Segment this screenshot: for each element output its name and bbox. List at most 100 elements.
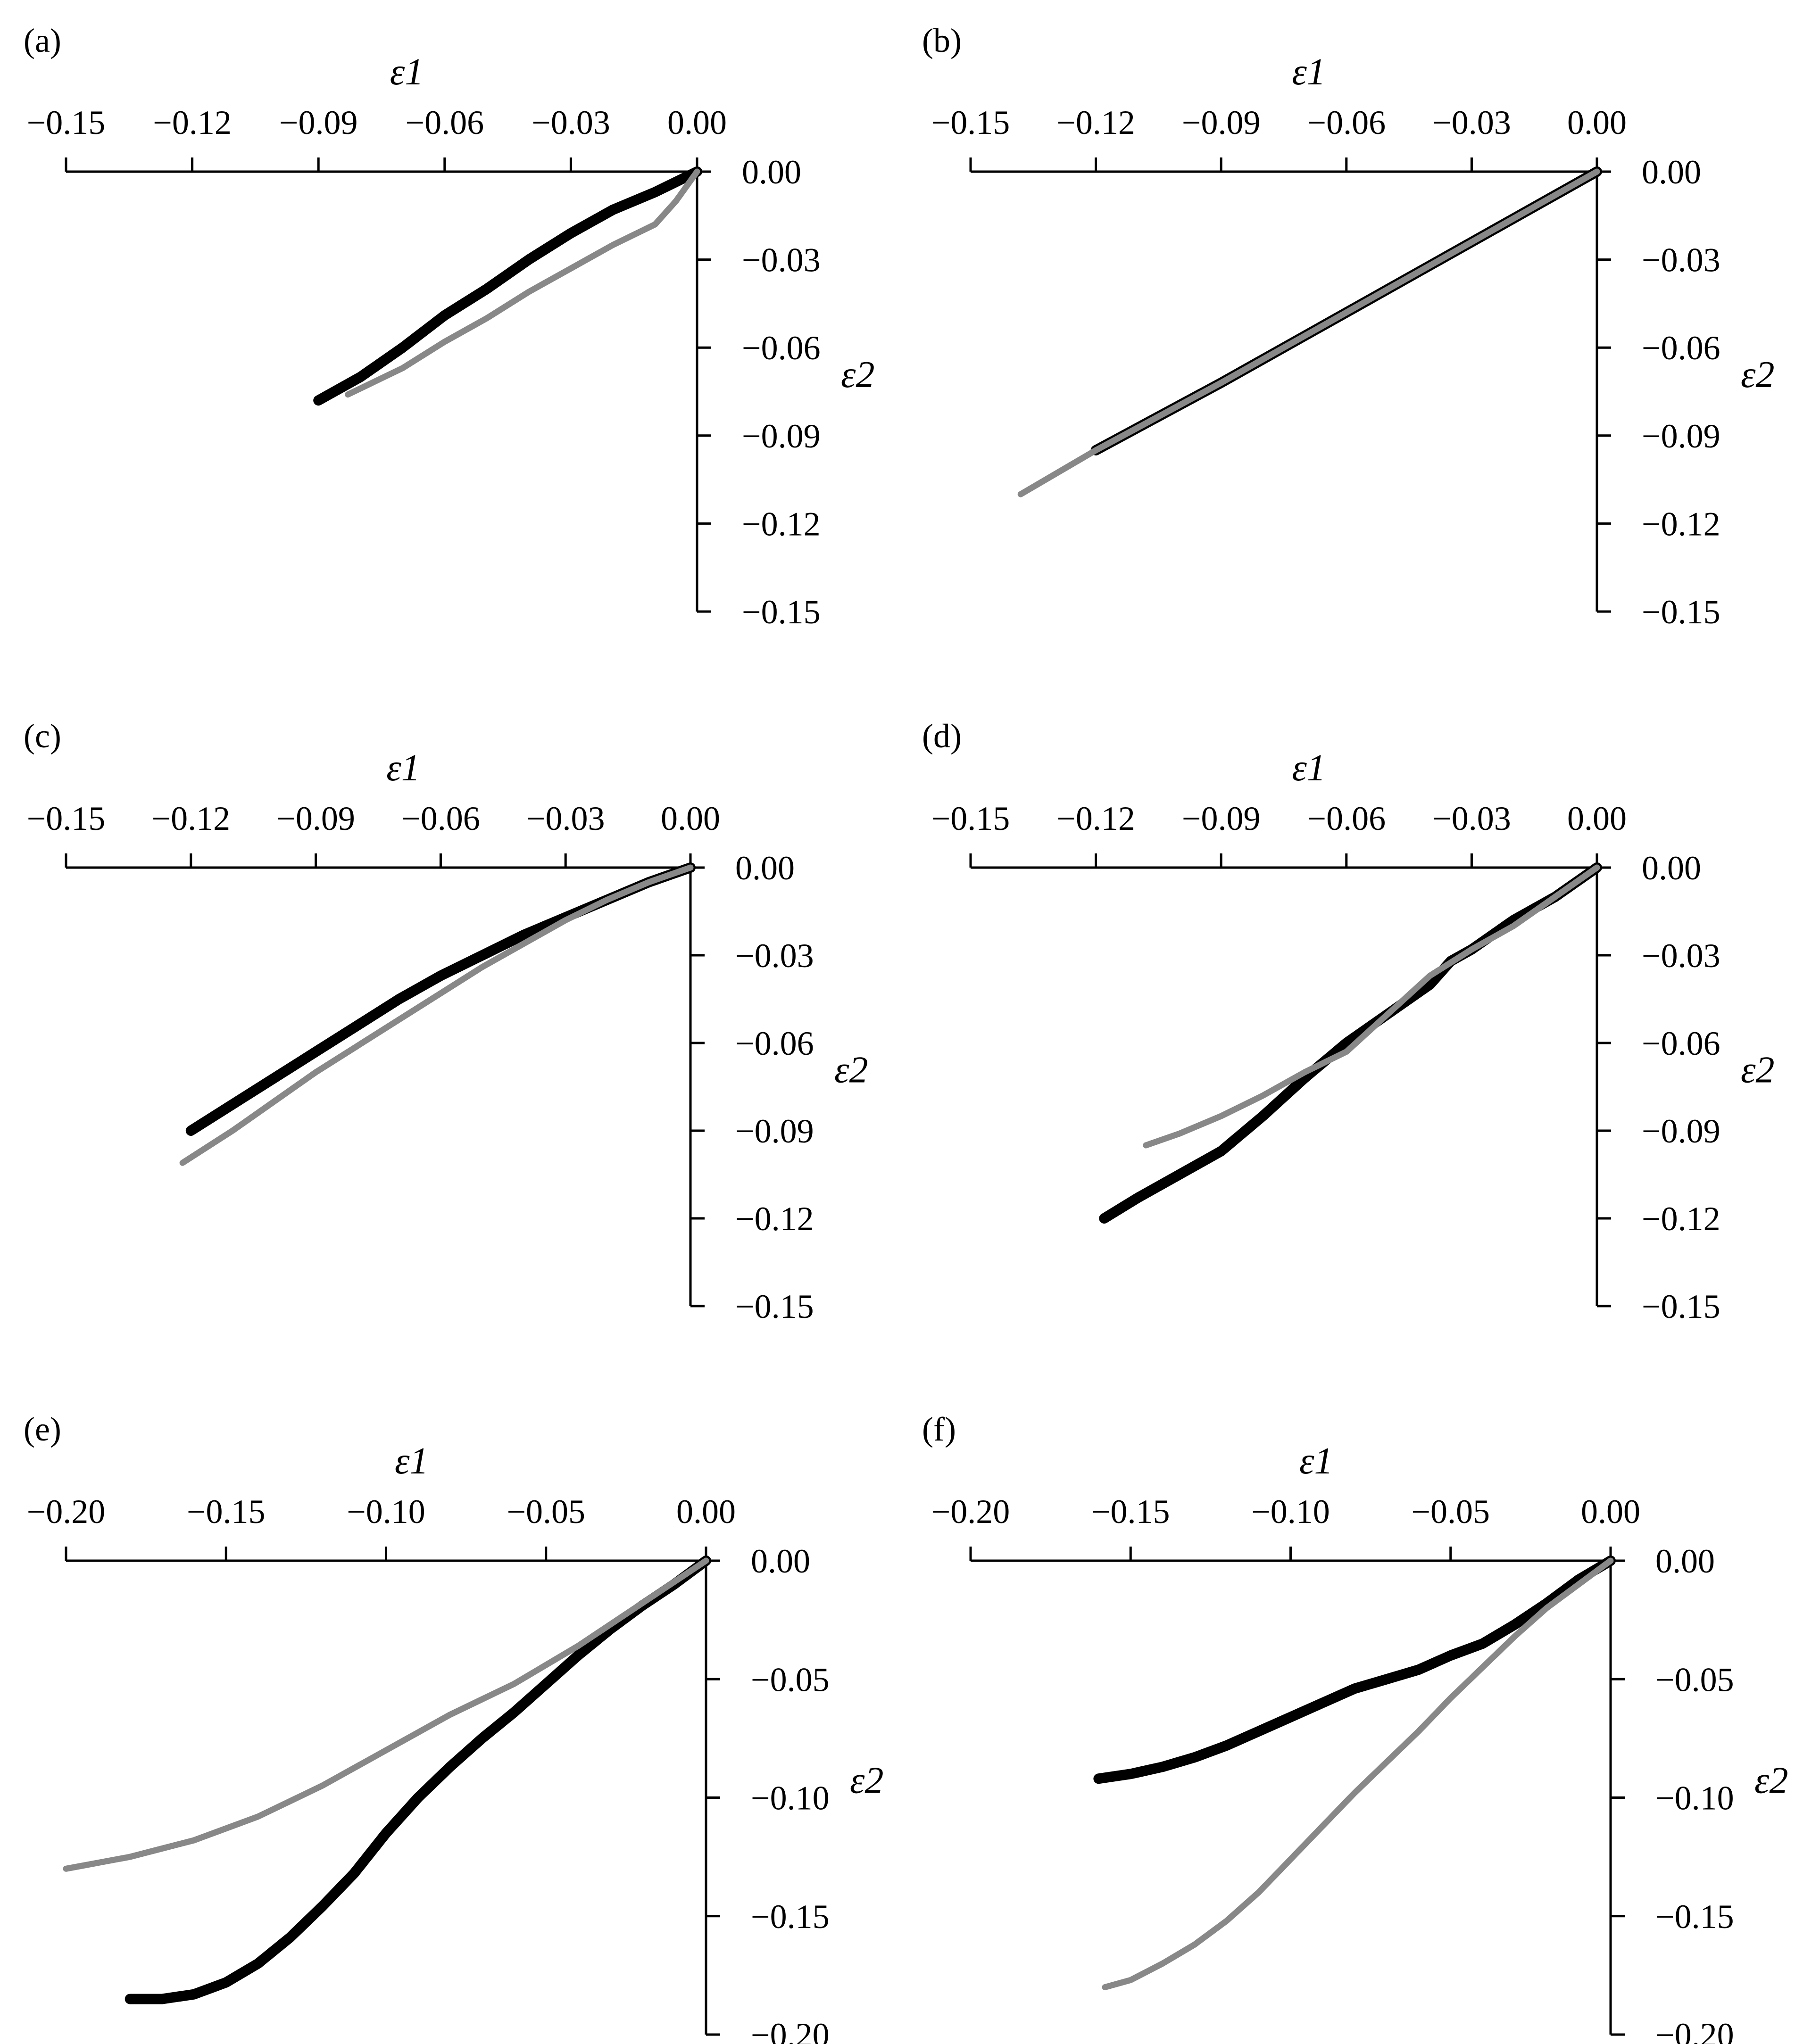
- y-axis-title: ε2: [1741, 1050, 1775, 1091]
- y-tick-label: −0.10: [751, 1779, 830, 1817]
- x-axis-title: ε1: [386, 747, 420, 789]
- y-tick-label: −0.15: [1642, 593, 1720, 631]
- y-tick-label: 0.00: [751, 1542, 810, 1580]
- y-tick-label: −0.06: [735, 1025, 814, 1062]
- chart-panel-4: (d) −0.15 −0.12 −0.09 −0.06 −0.03 0.00 0.00 −0.0…: [922, 717, 1775, 1325]
- x-axis-title: ε1: [1292, 747, 1326, 789]
- x-tick-label: −0.09: [1182, 800, 1261, 837]
- y-tick-label: 0.00: [1642, 153, 1701, 191]
- y-tick-label: −0.15: [1642, 1288, 1720, 1325]
- chart-panel-1: (a) −0.15 −0.12 −0.09 −0.06 −0.03 0.00 0.00 −0.0…: [24, 22, 875, 631]
- panel-label: (d): [922, 717, 962, 755]
- series-line-gray: [63, 1557, 709, 1872]
- series-line-black: [185, 862, 696, 1136]
- x-tick-label: −0.03: [1432, 800, 1511, 837]
- series-line-gray: [345, 168, 700, 398]
- x-tick-label: −0.12: [1056, 800, 1135, 837]
- x-tick-label: −0.15: [1091, 1493, 1170, 1531]
- y-tick-label: −0.06: [1642, 1025, 1720, 1062]
- series-line-black: [1093, 1556, 1616, 1784]
- x-tick-label: 0.00: [1567, 800, 1627, 837]
- x-tick-label: −0.15: [931, 104, 1010, 141]
- y-tick-label: −0.09: [1642, 417, 1720, 455]
- series-line-black: [313, 166, 702, 406]
- x-tick-label: −0.03: [1432, 104, 1511, 141]
- y-tick-label: −0.20: [751, 2016, 830, 2044]
- x-tick-label: 0.00: [676, 1493, 736, 1531]
- x-tick-label: −0.03: [532, 104, 610, 141]
- x-tick-label: −0.05: [507, 1493, 585, 1531]
- y-tick-label: −0.06: [1642, 329, 1720, 367]
- chart-panel-5: (e) −0.20 −0.15 −0.10 −0.05 0.00 0.00 −0.05 −0.1…: [24, 1410, 884, 2044]
- y-tick-label: −0.12: [735, 1200, 814, 1238]
- panel-label: (a): [24, 22, 61, 59]
- y-axis-title: ε2: [841, 354, 875, 396]
- y-tick-label: −0.03: [1642, 241, 1720, 279]
- y-tick-label: −0.03: [742, 241, 821, 279]
- series-line-gray: [179, 864, 694, 1166]
- x-axis-title: ε1: [1292, 51, 1326, 93]
- x-tick-label: 0.00: [1581, 1493, 1640, 1531]
- x-tick-label: −0.10: [347, 1493, 425, 1531]
- y-tick-label: −0.20: [1655, 2016, 1734, 2044]
- x-tick-label: −0.15: [27, 800, 106, 837]
- y-tick-label: −0.09: [735, 1112, 814, 1150]
- panel-label: (e): [24, 1410, 61, 1448]
- y-tick-label: −0.05: [1655, 1661, 1734, 1698]
- series-line-gray: [1143, 864, 1600, 1149]
- x-axis-title: ε1: [395, 1440, 429, 1482]
- x-tick-label: −0.20: [27, 1493, 106, 1531]
- x-tick-label: −0.20: [931, 1493, 1010, 1531]
- y-tick-label: −0.15: [1655, 1898, 1734, 1936]
- series-line-black: [125, 1556, 711, 2004]
- y-axis-title: ε2: [1754, 1760, 1788, 1801]
- x-tick-label: −0.15: [931, 800, 1010, 837]
- x-tick-label: −0.03: [526, 800, 605, 837]
- chart-panel-6: (f) −0.20 −0.15 −0.10 −0.05 0.00 0.00 −0.05 −0.1…: [922, 1410, 1788, 2044]
- x-tick-label: −0.06: [1307, 104, 1386, 141]
- x-tick-label: −0.12: [1056, 104, 1135, 141]
- x-axis-title: ε1: [390, 51, 424, 93]
- x-tick-label: −0.06: [401, 800, 480, 837]
- y-tick-label: −0.15: [751, 1898, 830, 1936]
- y-tick-label: −0.15: [742, 593, 821, 631]
- x-tick-label: −0.12: [153, 104, 232, 141]
- x-tick-label: −0.10: [1251, 1493, 1330, 1531]
- y-tick-label: −0.06: [742, 329, 821, 367]
- x-tick-label: −0.15: [187, 1493, 266, 1531]
- x-tick-label: 0.00: [667, 104, 727, 141]
- panel-label: (f): [922, 1410, 956, 1448]
- series-line-gray: [1102, 1557, 1614, 1990]
- x-tick-label: −0.05: [1411, 1493, 1490, 1531]
- x-tick-label: 0.00: [1567, 104, 1627, 141]
- x-tick-label: −0.09: [1182, 104, 1261, 141]
- x-tick-label: −0.06: [405, 104, 484, 141]
- y-tick-label: −0.12: [742, 505, 821, 543]
- y-tick-label: 0.00: [735, 849, 795, 887]
- panel-label: (b): [922, 22, 962, 59]
- y-tick-label: 0.00: [1655, 1542, 1715, 1580]
- y-tick-label: −0.09: [1642, 1112, 1720, 1150]
- chart-panel-2: (b) −0.15 −0.12 −0.09 −0.06 −0.03 0.00 0.00 −0.0…: [922, 22, 1775, 631]
- y-tick-label: 0.00: [742, 153, 801, 191]
- x-tick-label: −0.06: [1307, 800, 1386, 837]
- y-axis-title: ε2: [850, 1760, 884, 1801]
- y-tick-label: −0.10: [1655, 1779, 1734, 1817]
- y-tick-label: −0.09: [742, 417, 821, 455]
- y-tick-label: −0.03: [735, 937, 814, 975]
- y-tick-label: 0.00: [1642, 849, 1701, 887]
- y-tick-label: −0.12: [1642, 1200, 1720, 1238]
- x-tick-label: −0.15: [27, 104, 106, 141]
- series-line-black: [1099, 862, 1602, 1224]
- series-line-gray: [1017, 168, 1600, 497]
- y-axis-title: ε2: [834, 1050, 868, 1091]
- x-axis-title: ε1: [1299, 1440, 1333, 1482]
- panel-label: (c): [24, 717, 61, 755]
- y-tick-label: −0.12: [1642, 505, 1720, 543]
- y-tick-label: −0.05: [751, 1661, 830, 1698]
- x-tick-label: 0.00: [661, 800, 720, 837]
- y-tick-label: −0.03: [1642, 937, 1720, 975]
- x-tick-label: −0.12: [151, 800, 230, 837]
- y-axis-title: ε2: [1741, 354, 1775, 396]
